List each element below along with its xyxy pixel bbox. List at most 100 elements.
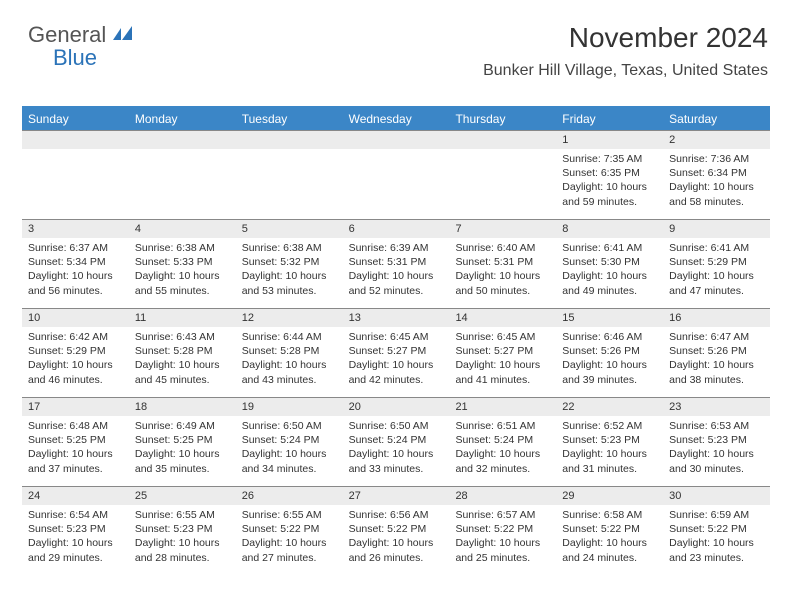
daylight-text: Daylight: 10 hours and 26 minutes. xyxy=(349,536,444,564)
day-number: 6 xyxy=(343,220,450,238)
sunrise-text: Sunrise: 6:38 AM xyxy=(242,241,337,255)
sunrise-text: Sunrise: 7:36 AM xyxy=(669,152,764,166)
sunrise-text: Sunrise: 6:52 AM xyxy=(562,419,657,433)
sunset-text: Sunset: 6:35 PM xyxy=(562,166,657,180)
sunset-text: Sunset: 5:28 PM xyxy=(135,344,230,358)
calendar-day: 11Sunrise: 6:43 AMSunset: 5:28 PMDayligh… xyxy=(129,309,236,397)
calendar-week: 17Sunrise: 6:48 AMSunset: 5:25 PMDayligh… xyxy=(22,397,770,486)
sunrise-text: Sunrise: 6:45 AM xyxy=(349,330,444,344)
calendar-day xyxy=(22,131,129,219)
calendar-day: 28Sunrise: 6:57 AMSunset: 5:22 PMDayligh… xyxy=(449,487,556,575)
logo: General Blue xyxy=(28,22,133,71)
calendar-day: 8Sunrise: 6:41 AMSunset: 5:30 PMDaylight… xyxy=(556,220,663,308)
sunrise-text: Sunrise: 6:50 AM xyxy=(349,419,444,433)
daylight-text: Daylight: 10 hours and 41 minutes. xyxy=(455,358,550,386)
day-number: 15 xyxy=(556,309,663,327)
daylight-text: Daylight: 10 hours and 27 minutes. xyxy=(242,536,337,564)
daylight-text: Daylight: 10 hours and 55 minutes. xyxy=(135,269,230,297)
calendar-weeks: 1Sunrise: 7:35 AMSunset: 6:35 PMDaylight… xyxy=(22,130,770,575)
sunset-text: Sunset: 5:24 PM xyxy=(455,433,550,447)
calendar-day: 6Sunrise: 6:39 AMSunset: 5:31 PMDaylight… xyxy=(343,220,450,308)
sunrise-text: Sunrise: 6:41 AM xyxy=(562,241,657,255)
daylight-text: Daylight: 10 hours and 56 minutes. xyxy=(28,269,123,297)
daylight-text: Daylight: 10 hours and 58 minutes. xyxy=(669,180,764,208)
daylight-text: Daylight: 10 hours and 52 minutes. xyxy=(349,269,444,297)
sunrise-text: Sunrise: 6:49 AM xyxy=(135,419,230,433)
day-content: Sunrise: 6:38 AMSunset: 5:32 PMDaylight:… xyxy=(236,238,343,304)
day-content: Sunrise: 6:57 AMSunset: 5:22 PMDaylight:… xyxy=(449,505,556,571)
daylight-text: Daylight: 10 hours and 25 minutes. xyxy=(455,536,550,564)
day-number: 19 xyxy=(236,398,343,416)
daylight-text: Daylight: 10 hours and 28 minutes. xyxy=(135,536,230,564)
sunrise-text: Sunrise: 6:50 AM xyxy=(242,419,337,433)
sunset-text: Sunset: 5:24 PM xyxy=(242,433,337,447)
day-content: Sunrise: 6:48 AMSunset: 5:25 PMDaylight:… xyxy=(22,416,129,482)
daylight-text: Daylight: 10 hours and 31 minutes. xyxy=(562,447,657,475)
daylight-text: Daylight: 10 hours and 59 minutes. xyxy=(562,180,657,208)
sunrise-text: Sunrise: 6:58 AM xyxy=(562,508,657,522)
day-number: 29 xyxy=(556,487,663,505)
day-content: Sunrise: 6:46 AMSunset: 5:26 PMDaylight:… xyxy=(556,327,663,393)
calendar-day: 14Sunrise: 6:45 AMSunset: 5:27 PMDayligh… xyxy=(449,309,556,397)
sunset-text: Sunset: 5:23 PM xyxy=(28,522,123,536)
daylight-text: Daylight: 10 hours and 34 minutes. xyxy=(242,447,337,475)
sunset-text: Sunset: 5:31 PM xyxy=(349,255,444,269)
day-number: 2 xyxy=(663,131,770,149)
sunset-text: Sunset: 5:27 PM xyxy=(455,344,550,358)
weekday-label: Saturday xyxy=(663,108,770,130)
logo-text-blue: Blue xyxy=(53,45,133,71)
day-number: 3 xyxy=(22,220,129,238)
calendar-week: 10Sunrise: 6:42 AMSunset: 5:29 PMDayligh… xyxy=(22,308,770,397)
calendar-day: 9Sunrise: 6:41 AMSunset: 5:29 PMDaylight… xyxy=(663,220,770,308)
sunrise-text: Sunrise: 6:42 AM xyxy=(28,330,123,344)
sunrise-text: Sunrise: 6:47 AM xyxy=(669,330,764,344)
sunset-text: Sunset: 5:29 PM xyxy=(28,344,123,358)
daylight-text: Daylight: 10 hours and 53 minutes. xyxy=(242,269,337,297)
calendar-day: 12Sunrise: 6:44 AMSunset: 5:28 PMDayligh… xyxy=(236,309,343,397)
sunrise-text: Sunrise: 6:43 AM xyxy=(135,330,230,344)
sunrise-text: Sunrise: 6:48 AM xyxy=(28,419,123,433)
calendar-day: 19 Sunrise: 6:50 AMSunset: 5:24 PMDayligh… xyxy=(236,398,343,486)
calendar-day xyxy=(129,131,236,219)
daylight-text: Daylight: 10 hours and 39 minutes. xyxy=(562,358,657,386)
calendar-day xyxy=(343,131,450,219)
day-content: Sunrise: 6:51 AMSunset: 5:24 PMDaylight:… xyxy=(449,416,556,482)
weekday-label: Thursday xyxy=(449,108,556,130)
day-number: 18 xyxy=(129,398,236,416)
weekday-label: Wednesday xyxy=(343,108,450,130)
logo-text-general: General xyxy=(28,22,106,47)
day-content: Sunrise: 7:36 AMSunset: 6:34 PMDaylight:… xyxy=(663,149,770,215)
day-content: Sunrise: 6:45 AMSunset: 5:27 PMDaylight:… xyxy=(449,327,556,393)
sunset-text: Sunset: 5:22 PM xyxy=(669,522,764,536)
day-number xyxy=(129,131,236,149)
day-number xyxy=(343,131,450,149)
day-content: Sunrise: 6:39 AMSunset: 5:31 PMDaylight:… xyxy=(343,238,450,304)
calendar-day: 16Sunrise: 6:47 AMSunset: 5:26 PMDayligh… xyxy=(663,309,770,397)
sunrise-text: Sunrise: 6:57 AM xyxy=(455,508,550,522)
sunrise-text: Sunrise: 6:40 AM xyxy=(455,241,550,255)
sunset-text: Sunset: 5:29 PM xyxy=(669,255,764,269)
calendar-day: 30Sunrise: 6:59 AMSunset: 5:22 PMDayligh… xyxy=(663,487,770,575)
daylight-text: Daylight: 10 hours and 32 minutes. xyxy=(455,447,550,475)
day-content: Sunrise: 6:41 AMSunset: 5:30 PMDaylight:… xyxy=(556,238,663,304)
calendar-day: 13Sunrise: 6:45 AMSunset: 5:27 PMDayligh… xyxy=(343,309,450,397)
calendar-day: 10Sunrise: 6:42 AMSunset: 5:29 PMDayligh… xyxy=(22,309,129,397)
header: November 2024 Bunker Hill Village, Texas… xyxy=(483,22,768,80)
daylight-text: Daylight: 10 hours and 38 minutes. xyxy=(669,358,764,386)
day-content: Sunrise: 6:52 AMSunset: 5:23 PMDaylight:… xyxy=(556,416,663,482)
day-number: 16 xyxy=(663,309,770,327)
day-number: 1 xyxy=(556,131,663,149)
location-text: Bunker Hill Village, Texas, United State… xyxy=(483,62,768,80)
sunrise-text: Sunrise: 6:59 AM xyxy=(669,508,764,522)
calendar-week: 24Sunrise: 6:54 AMSunset: 5:23 PMDayligh… xyxy=(22,486,770,575)
day-content: Sunrise: 6:37 AMSunset: 5:34 PMDaylight:… xyxy=(22,238,129,304)
day-number: 17 xyxy=(22,398,129,416)
daylight-text: Daylight: 10 hours and 47 minutes. xyxy=(669,269,764,297)
calendar-day xyxy=(236,131,343,219)
daylight-text: Daylight: 10 hours and 24 minutes. xyxy=(562,536,657,564)
sunset-text: Sunset: 5:34 PM xyxy=(28,255,123,269)
sunset-text: Sunset: 5:30 PM xyxy=(562,255,657,269)
daylight-text: Daylight: 10 hours and 50 minutes. xyxy=(455,269,550,297)
sunset-text: Sunset: 5:32 PM xyxy=(242,255,337,269)
day-number: 13 xyxy=(343,309,450,327)
